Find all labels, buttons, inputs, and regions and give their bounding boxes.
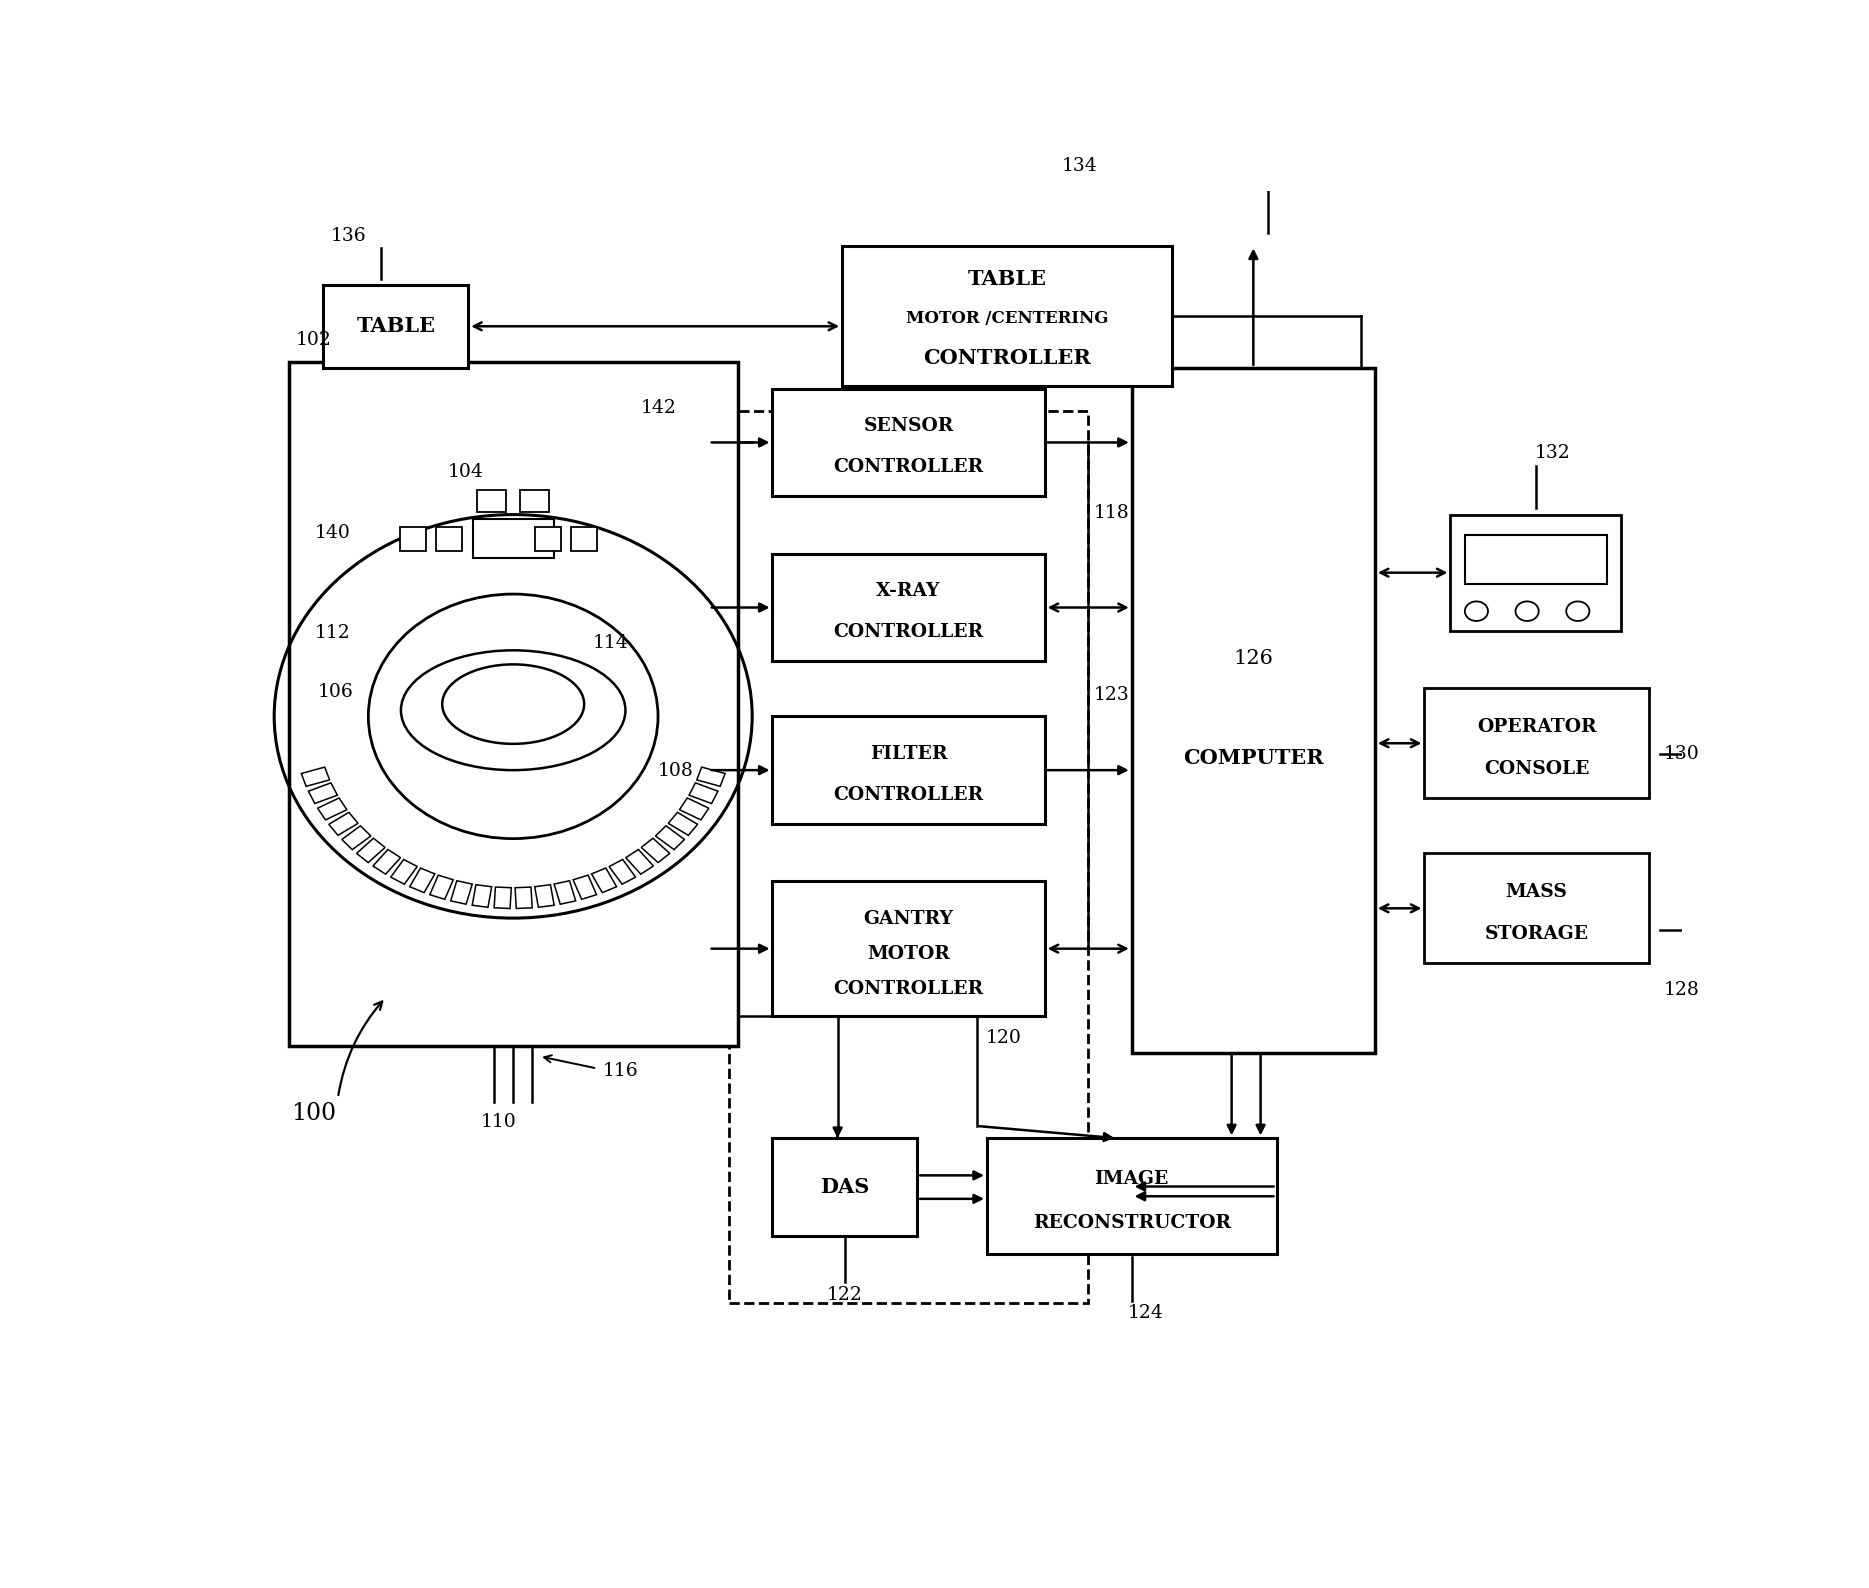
- Text: CONTROLLER: CONTROLLER: [834, 459, 983, 476]
- Text: DAS: DAS: [820, 1177, 869, 1197]
- FancyBboxPatch shape: [772, 1139, 918, 1235]
- FancyBboxPatch shape: [1424, 688, 1648, 799]
- Text: 140: 140: [314, 524, 351, 542]
- Text: FILTER: FILTER: [869, 745, 948, 762]
- Bar: [450, 881, 473, 904]
- Text: STORAGE: STORAGE: [1484, 924, 1589, 943]
- FancyBboxPatch shape: [772, 389, 1045, 495]
- FancyBboxPatch shape: [841, 246, 1172, 386]
- Text: 123: 123: [1093, 686, 1129, 703]
- Text: 108: 108: [658, 762, 693, 780]
- Bar: [409, 869, 435, 892]
- Text: 124: 124: [1129, 1304, 1164, 1323]
- Text: CONTROLLER: CONTROLLER: [834, 786, 983, 804]
- Bar: [553, 881, 576, 904]
- Text: 104: 104: [449, 462, 484, 481]
- Bar: [357, 838, 385, 862]
- FancyBboxPatch shape: [772, 716, 1045, 824]
- Text: TABLE: TABLE: [968, 270, 1047, 289]
- FancyBboxPatch shape: [987, 1139, 1277, 1255]
- FancyBboxPatch shape: [772, 881, 1045, 1016]
- Text: MASS: MASS: [1506, 883, 1568, 900]
- Text: 142: 142: [641, 399, 677, 418]
- Bar: [656, 826, 684, 850]
- Bar: [574, 875, 596, 899]
- Text: MOTOR: MOTOR: [867, 945, 949, 962]
- Text: 126: 126: [1234, 649, 1273, 669]
- FancyBboxPatch shape: [288, 362, 738, 1046]
- Text: 128: 128: [1663, 981, 1699, 999]
- Text: 114: 114: [592, 634, 628, 653]
- Text: 106: 106: [318, 683, 353, 700]
- Bar: [342, 826, 370, 850]
- Bar: [680, 799, 708, 819]
- FancyBboxPatch shape: [772, 554, 1045, 661]
- FancyBboxPatch shape: [1424, 853, 1648, 964]
- FancyBboxPatch shape: [473, 519, 553, 559]
- Bar: [308, 783, 336, 804]
- Text: IMAGE: IMAGE: [1095, 1170, 1168, 1188]
- Text: 102: 102: [295, 330, 333, 349]
- Text: 120: 120: [985, 1029, 1020, 1046]
- FancyBboxPatch shape: [1465, 535, 1607, 584]
- Bar: [473, 885, 492, 907]
- Bar: [535, 885, 553, 907]
- Bar: [329, 813, 359, 835]
- Bar: [493, 888, 512, 908]
- Text: OPERATOR: OPERATOR: [1477, 718, 1596, 735]
- Text: X-RAY: X-RAY: [877, 583, 940, 600]
- FancyBboxPatch shape: [1450, 515, 1620, 630]
- Text: 136: 136: [331, 227, 366, 245]
- Text: 122: 122: [826, 1286, 863, 1304]
- Bar: [641, 838, 669, 862]
- Text: RECONSTRUCTOR: RECONSTRUCTOR: [1034, 1213, 1230, 1232]
- Text: 130: 130: [1663, 745, 1699, 764]
- Bar: [374, 850, 400, 873]
- Text: 110: 110: [480, 1113, 516, 1131]
- Bar: [626, 850, 654, 873]
- FancyBboxPatch shape: [437, 527, 462, 551]
- Text: CONTROLLER: CONTROLLER: [923, 348, 1091, 368]
- Text: TABLE: TABLE: [357, 316, 435, 337]
- Bar: [516, 888, 533, 908]
- Bar: [697, 767, 725, 786]
- Text: COMPUTER: COMPUTER: [1183, 748, 1323, 769]
- Text: 100: 100: [292, 1102, 336, 1126]
- Bar: [690, 783, 718, 804]
- Text: GANTRY: GANTRY: [863, 910, 953, 927]
- FancyBboxPatch shape: [520, 489, 549, 511]
- Bar: [669, 813, 697, 835]
- Text: SENSOR: SENSOR: [863, 418, 953, 435]
- Text: CONSOLE: CONSOLE: [1484, 759, 1589, 778]
- Text: CONTROLLER: CONTROLLER: [834, 622, 983, 642]
- Text: 112: 112: [314, 624, 351, 642]
- Text: 132: 132: [1534, 445, 1570, 462]
- Text: 118: 118: [1093, 503, 1129, 522]
- Bar: [301, 767, 329, 786]
- Text: CONTROLLER: CONTROLLER: [834, 980, 983, 997]
- Bar: [318, 799, 348, 819]
- FancyBboxPatch shape: [572, 527, 598, 551]
- Text: 134: 134: [1062, 157, 1097, 175]
- Bar: [591, 869, 617, 892]
- FancyBboxPatch shape: [477, 489, 506, 511]
- FancyBboxPatch shape: [535, 527, 561, 551]
- Bar: [609, 859, 635, 885]
- FancyBboxPatch shape: [1133, 368, 1376, 1053]
- Bar: [391, 859, 417, 885]
- Bar: [430, 875, 454, 899]
- FancyBboxPatch shape: [400, 527, 426, 551]
- Text: 116: 116: [604, 1062, 639, 1080]
- FancyBboxPatch shape: [323, 284, 469, 368]
- Text: MOTOR /CENTERING: MOTOR /CENTERING: [906, 310, 1108, 327]
